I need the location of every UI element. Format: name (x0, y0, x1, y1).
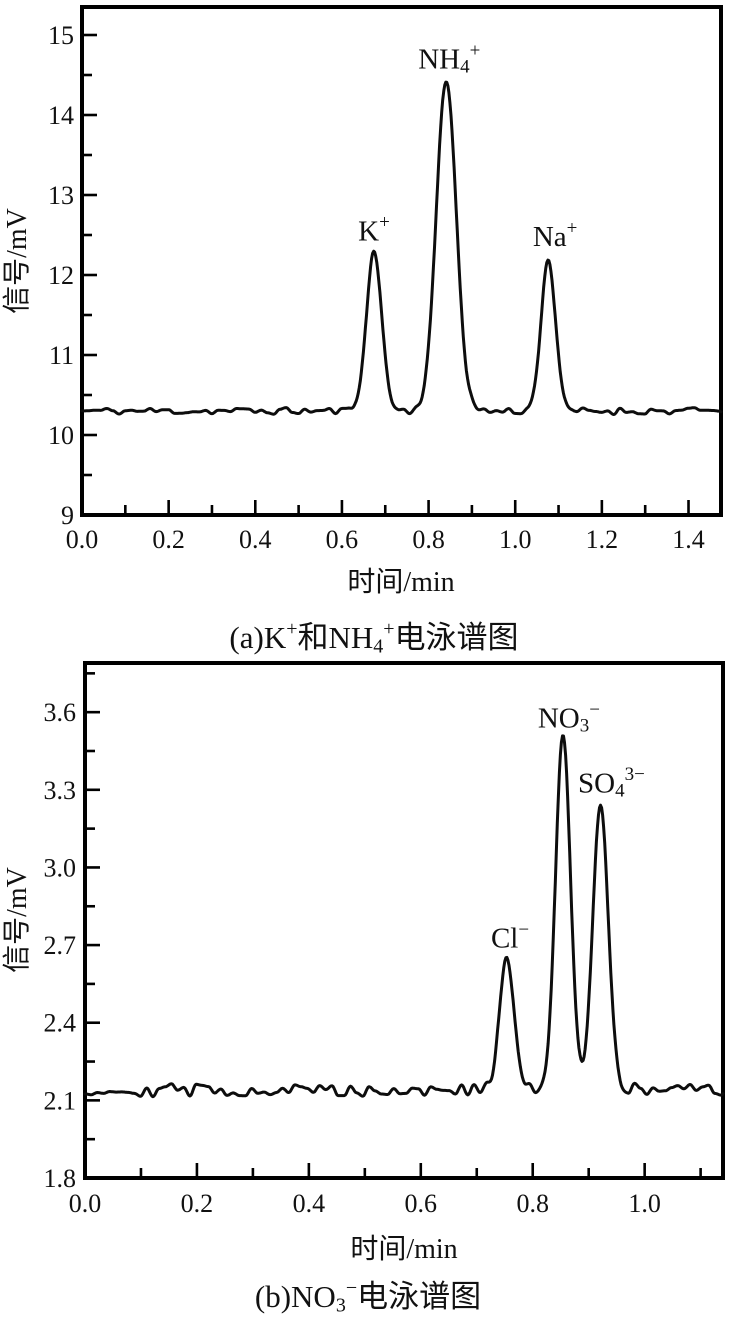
x-tick-label: 0.0 (66, 525, 99, 554)
y-tick-label: 12 (48, 261, 74, 290)
x-tick-label: 0.8 (412, 525, 445, 554)
x-tick-label: 0.4 (293, 1189, 326, 1218)
y-tick-label: 2.4 (44, 1009, 77, 1038)
x-tick-label: 0.4 (239, 525, 272, 554)
x-tick-label: 0.6 (326, 525, 359, 554)
plot-frame-a (80, 5, 723, 517)
x-tick-label: 1.0 (499, 525, 532, 554)
y-tick-label: 2.1 (44, 1086, 77, 1115)
chart-a-y-axis-title: 信号/mV (1, 208, 33, 314)
chart-b-x-axis-title: 时间/min (350, 1233, 457, 1265)
peak-label: K+ (358, 212, 390, 247)
chart-b-y-axis-title: 信号/mV (1, 867, 33, 973)
x-tick-label: 0.8 (516, 1189, 549, 1218)
x-tick-label: 1.0 (628, 1189, 661, 1218)
peak-label: Cl− (491, 919, 529, 954)
x-tick-label: 0.0 (69, 1189, 102, 1218)
y-tick-label: 10 (48, 421, 74, 450)
y-tick-label: 13 (48, 181, 74, 210)
chart-b-caption: (b)NO3−电泳谱图 (255, 1277, 481, 1316)
y-tick-label: 14 (48, 101, 74, 130)
peak-label: SO43− (578, 764, 645, 801)
x-tick-label: 1.2 (586, 525, 619, 554)
x-tick-label: 0.6 (405, 1189, 438, 1218)
y-tick-label: 9 (61, 501, 74, 530)
signal-trace-a (80, 80, 723, 416)
peak-label: NO3− (538, 700, 600, 737)
y-tick-label: 2.7 (44, 931, 77, 960)
chart-a-caption: (a)K+和NH4+电泳谱图 (229, 618, 518, 657)
x-tick-label: 0.2 (181, 1189, 214, 1218)
y-tick-label: 15 (48, 21, 74, 50)
x-tick-label: 0.2 (152, 525, 185, 554)
chart-a-x-axis-title: 时间/min (347, 566, 454, 598)
plot-frame-b (83, 661, 725, 1180)
chart-a-plot: 0.0 0.2 0.4 0.6 0.8 1.0 1.2 1.4 9 10 11 12 13 14 15 K+ N… (48, 5, 723, 554)
y-tick-label: 3.0 (44, 853, 77, 882)
chart-a: 0.0 0.2 0.4 0.6 0.8 1.0 1.2 1.4 9 10 11 12 13 14 15 K+ N… (1, 5, 723, 657)
signal-trace-b (83, 734, 725, 1099)
peak-label: Na+ (533, 218, 578, 253)
y-tick-label: 3.6 (44, 698, 77, 727)
chart-b-plot: 0.0 0.2 0.4 0.6 0.8 1.0 1.8 2.1 2.4 2.7 3.0 3.3 3.6 C… (44, 661, 725, 1218)
x-tick-label: 1.4 (672, 525, 705, 554)
y-tick-label: 1.8 (44, 1164, 77, 1193)
peak-label: NH4+ (418, 40, 480, 77)
y-tick-label: 11 (49, 341, 74, 370)
y-tick-label: 3.3 (44, 776, 77, 805)
chart-b: 0.0 0.2 0.4 0.6 0.8 1.0 1.8 2.1 2.4 2.7 3.0 3.3 3.6 C… (1, 661, 725, 1316)
